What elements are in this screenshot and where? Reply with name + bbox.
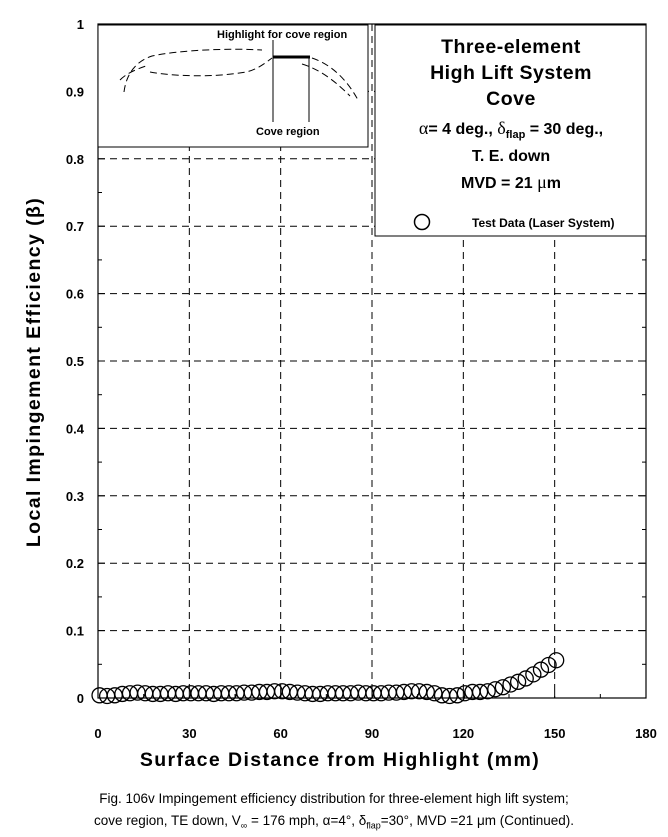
y-tick-label: 1: [77, 17, 84, 32]
data-point: [487, 681, 504, 698]
y-axis-label: Local Impingement Efficiency (β): [23, 197, 45, 547]
legend-title-line-2: High Lift System: [430, 62, 592, 84]
x-tick-label: 30: [182, 726, 196, 741]
legend-marker-label: Test Data (Laser System): [472, 216, 615, 230]
x-tick-label: 90: [365, 726, 379, 741]
legend: Three-element High Lift System Cove α= 4…: [374, 24, 647, 237]
legend-params-line-3: MVD = 21 μm: [461, 172, 561, 192]
data-point: [509, 673, 527, 690]
tick-labels: 0 0.1 0.2 0.3 0.4 0.5 0.6 0.7 0.8 0.9 1 0 30 60 90 120 1…: [66, 17, 657, 741]
legend-marker-circle: [413, 213, 431, 231]
x-tick-label: 150: [544, 726, 566, 741]
data-point: [479, 683, 496, 700]
y-tick-label: 0.5: [66, 354, 84, 369]
y-tick-label: 0.8: [66, 152, 84, 167]
y-tick-label: 0.9: [66, 84, 84, 99]
data-point: [418, 683, 435, 701]
legend-title-line-1: Three-element: [441, 36, 581, 58]
y-tick-label: 0.6: [66, 287, 84, 302]
data-point: [471, 683, 489, 701]
y-tick-label: 0.2: [66, 556, 84, 571]
data-points: [91, 652, 565, 705]
y-tick-label: 0.1: [66, 624, 84, 639]
airfoil-sketch: [119, 48, 359, 101]
data-point: [494, 679, 512, 696]
data-point: [548, 652, 565, 669]
data-point: [502, 676, 519, 693]
y-tick-label: 0.4: [66, 421, 85, 436]
x-tick-label: 120: [452, 726, 474, 741]
data-point: [426, 685, 443, 702]
caption-line-2: cove region, TE down, V∞ = 176 mph, α=4°…: [93, 813, 575, 831]
y-tick-label: 0: [77, 691, 84, 706]
legend-title-line-3: Cove: [486, 88, 536, 110]
data-point: [441, 687, 458, 705]
x-tick-label: 60: [273, 726, 287, 741]
caption-line-1: Fig. 106v Impingement efficiency distrib…: [99, 791, 569, 806]
data-point: [449, 687, 466, 704]
inset-box: Highlight for cove region Cove region: [97, 24, 369, 148]
chart: 0 0.1 0.2 0.3 0.4 0.5 0.6 0.7 0.8 0.9 1 0 30 60 90 120 1…: [23, 17, 657, 771]
inset-cove-label: Cove region: [256, 126, 320, 138]
legend-params-line-2: T. E. down: [472, 148, 550, 165]
data-point: [517, 670, 534, 687]
x-tick-label: 0: [94, 726, 101, 741]
legend-params-line-1: α= 4 deg., δflap = 30 deg.,: [419, 118, 603, 141]
y-tick-label: 0.7: [66, 219, 84, 234]
figure-caption: Fig. 106v Impingement efficiency distrib…: [0, 788, 668, 837]
x-tick-label: 180: [635, 726, 657, 741]
inset-highlight-label: Highlight for cove region: [217, 29, 347, 41]
y-tick-label: 0.3: [66, 489, 84, 504]
x-axis-label: Surface Distance from Highlight (mm): [140, 749, 540, 771]
